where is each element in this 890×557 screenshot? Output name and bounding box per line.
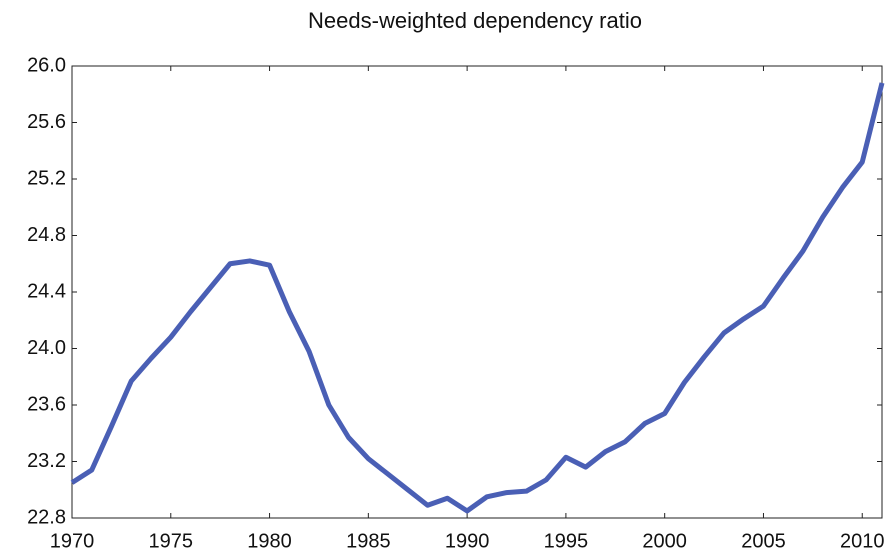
x-tick-label: 1975 bbox=[149, 530, 194, 552]
plot-frame bbox=[71, 65, 883, 519]
x-tick-label: 1990 bbox=[445, 530, 490, 552]
x-tick-label: 2010 bbox=[840, 530, 885, 552]
x-tick-label: 2000 bbox=[642, 530, 687, 552]
y-tick-label: 22.8 bbox=[27, 506, 66, 528]
x-tick-label: 2005 bbox=[741, 530, 786, 552]
x-tick-label: 1985 bbox=[346, 530, 391, 552]
y-tick-label: 23.2 bbox=[27, 450, 66, 472]
x-tick-label: 1970 bbox=[50, 530, 95, 552]
y-tick-label: 26.0 bbox=[27, 54, 66, 76]
x-tick-label: 1980 bbox=[247, 530, 292, 552]
y-tick-label: 24.0 bbox=[27, 337, 66, 359]
y-tick-label: 23.6 bbox=[27, 393, 66, 415]
data-line bbox=[70, 82, 885, 514]
y-tick-label: 25.2 bbox=[27, 167, 66, 189]
chart-title: Needs-weighted dependency ratio bbox=[308, 8, 642, 33]
y-tick-label: 24.4 bbox=[27, 280, 66, 302]
x-tick-label: 1995 bbox=[544, 530, 589, 552]
y-tick-label: 25.6 bbox=[27, 111, 66, 133]
y-tick-label: 24.8 bbox=[27, 224, 66, 246]
